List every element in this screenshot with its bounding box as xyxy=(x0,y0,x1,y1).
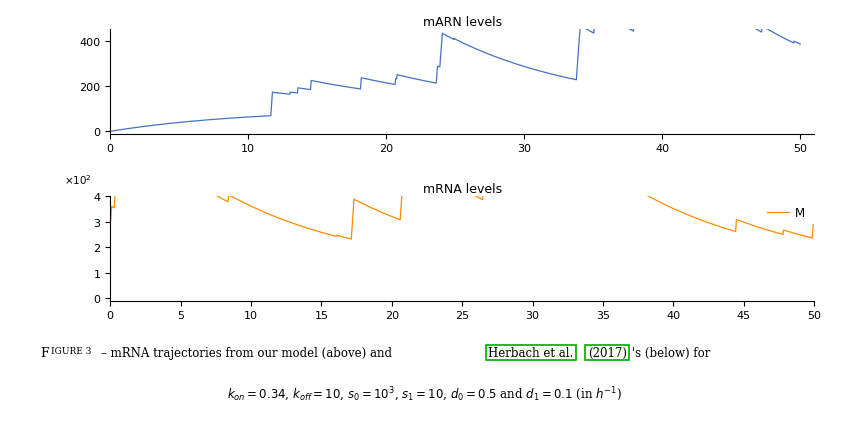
Text: IGURE 3: IGURE 3 xyxy=(51,346,92,355)
Text: (2017): (2017) xyxy=(588,346,627,359)
Title: mRNA levels: mRNA levels xyxy=(422,183,502,196)
Text: F: F xyxy=(41,346,49,359)
M xyxy=(631,187,641,192)
Title: mARN levels: mARN levels xyxy=(422,16,502,29)
M xyxy=(684,213,695,218)
Text: $\times 10^2$: $\times 10^2$ xyxy=(64,172,92,186)
Legend: M: M xyxy=(764,203,808,223)
M xyxy=(346,237,356,242)
M xyxy=(527,144,538,149)
Line: M: M xyxy=(110,112,814,240)
Text: $k_{on} = 0.34$, $k_{off} = 10$, $s_0 = 10^3$, $s_1 = 10$, $d_0 = 0.5$ and $d_1 : $k_{on} = 0.34$, $k_{off} = 10$, $s_0 = … xyxy=(226,385,622,403)
M xyxy=(809,223,819,228)
M xyxy=(563,160,573,166)
M xyxy=(493,109,503,114)
M xyxy=(233,198,243,203)
Text: 's (below) for: 's (below) for xyxy=(632,346,710,359)
M xyxy=(105,225,115,230)
M xyxy=(374,209,384,215)
Text: – mRNA trajectories from our model (above) and: – mRNA trajectories from our model (abov… xyxy=(101,346,396,359)
Text: Herbach et al.: Herbach et al. xyxy=(488,346,574,359)
